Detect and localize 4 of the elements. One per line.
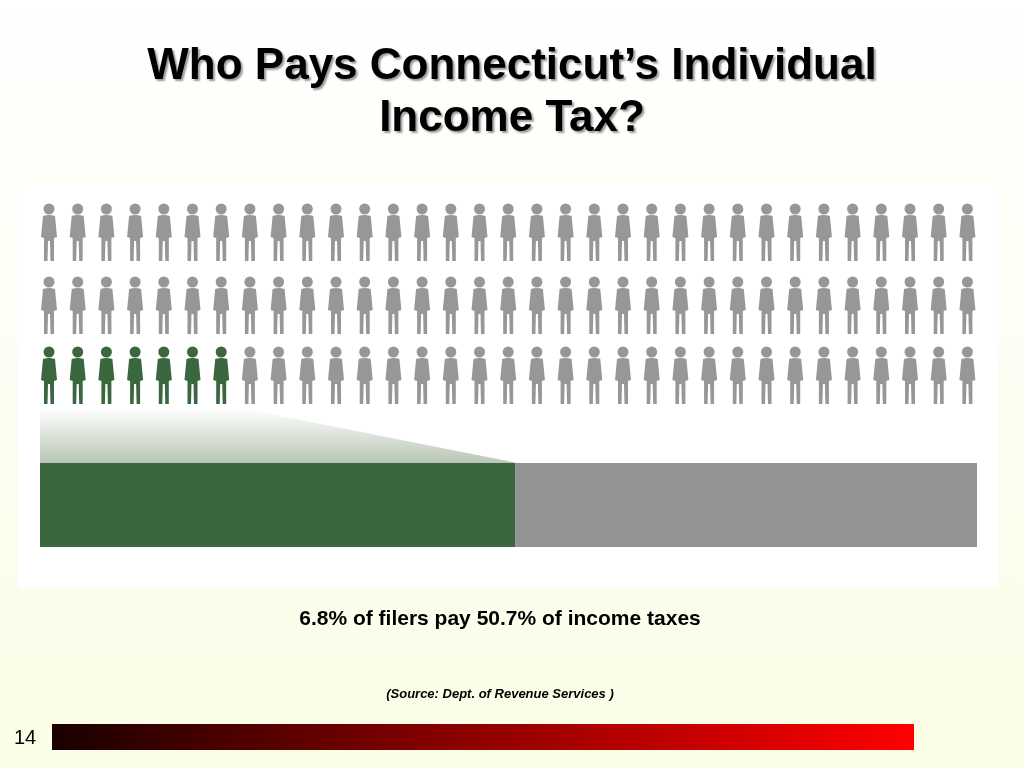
chart-title: Who Pays Connecticut’s Individual Income Tax? [146,38,878,142]
text: (Source: Dept. of Revenue Services ) [385,686,615,701]
text: 6.8% of filers pay 50.7% of income taxes [298,606,702,630]
text: 14 [14,726,37,749]
